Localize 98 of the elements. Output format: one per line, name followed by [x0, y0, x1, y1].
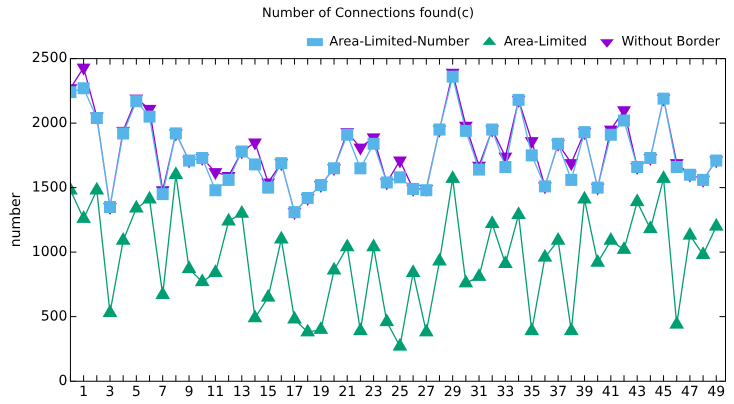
point — [116, 232, 131, 245]
point — [248, 158, 261, 170]
point — [432, 252, 447, 266]
chart-title: Number of Connections found(c) — [262, 6, 474, 22]
point — [643, 220, 658, 234]
y-tick-label: 2000 — [32, 114, 68, 131]
point — [618, 114, 630, 127]
point — [696, 246, 710, 259]
point — [682, 226, 698, 240]
point — [577, 190, 592, 204]
y-tick-label: 2500 — [32, 50, 68, 66]
point — [616, 241, 632, 254]
point — [590, 254, 606, 267]
y-tick-label: 500 — [40, 308, 68, 324]
point — [603, 232, 618, 245]
x-tick-label: 23 — [364, 384, 382, 400]
point — [631, 160, 644, 174]
point — [287, 310, 302, 324]
point — [76, 210, 91, 223]
point — [538, 248, 552, 262]
x-tick-label: 49 — [707, 384, 726, 400]
point — [406, 264, 420, 278]
point — [524, 322, 540, 336]
x-tick-label: 29 — [444, 384, 462, 400]
point — [300, 324, 316, 336]
x-tick-label: 43 — [628, 384, 646, 400]
point — [78, 82, 90, 94]
point — [354, 162, 366, 174]
legend-label: Area-Limited — [504, 34, 587, 50]
point — [472, 268, 486, 281]
point — [550, 232, 566, 245]
point — [511, 206, 526, 219]
x-tick-label: 41 — [602, 384, 620, 400]
x-tick-label: 11 — [206, 384, 224, 400]
x-tick-label: 37 — [549, 384, 568, 400]
y-tick-label: 0 — [58, 372, 68, 389]
x-tick-label: 33 — [496, 384, 514, 400]
point — [630, 193, 645, 206]
point — [314, 321, 328, 334]
point — [484, 215, 500, 228]
point — [234, 204, 250, 218]
point — [353, 322, 368, 336]
point — [144, 110, 156, 123]
point — [194, 273, 210, 286]
y-tick-label: 1500 — [32, 179, 68, 196]
point — [392, 338, 408, 351]
point — [128, 200, 144, 213]
point — [262, 182, 274, 194]
point — [142, 190, 157, 204]
point — [498, 255, 513, 268]
point — [604, 128, 617, 141]
x-tick-label: 35 — [522, 384, 541, 400]
point — [564, 322, 579, 336]
x-tick-label: 45 — [654, 384, 672, 400]
x-tick-label: 27 — [417, 384, 436, 400]
point — [460, 124, 472, 137]
x-tick-label: 19 — [312, 384, 330, 400]
point — [182, 260, 196, 274]
point — [76, 64, 91, 76]
x-tick-label: 13 — [232, 384, 251, 400]
point — [248, 309, 262, 322]
x-tick-label: 1 — [79, 384, 88, 400]
x-tick-label: 7 — [158, 384, 168, 400]
legend-label: Area-Limited-Number — [329, 34, 470, 50]
point — [260, 288, 276, 302]
x-tick-label: 25 — [391, 384, 409, 400]
legend-label: Without Border — [621, 34, 721, 50]
point — [104, 200, 116, 214]
point — [274, 230, 289, 244]
point — [221, 212, 236, 226]
x-tick-label: 17 — [286, 384, 304, 400]
y-tick-label: 1000 — [32, 244, 68, 260]
point — [340, 238, 355, 252]
x-tick-label: 5 — [132, 384, 141, 400]
x-tick-label: 15 — [259, 384, 278, 400]
point — [708, 218, 724, 231]
point — [208, 264, 223, 278]
point — [526, 149, 538, 162]
point — [326, 262, 342, 274]
point — [394, 171, 406, 184]
point — [379, 313, 394, 326]
point — [368, 138, 380, 150]
x-tick-label: 47 — [681, 384, 699, 400]
x-tick-label: 31 — [470, 384, 488, 400]
point — [155, 286, 170, 299]
x-tick-label: 3 — [106, 384, 114, 400]
point — [458, 274, 474, 288]
point — [499, 160, 512, 174]
point — [209, 184, 222, 196]
point — [418, 324, 434, 336]
x-tick-label: 9 — [184, 384, 194, 400]
x-tick-label: 21 — [338, 384, 356, 400]
point — [102, 304, 118, 318]
y-axis-title: number — [8, 192, 24, 248]
point — [669, 316, 684, 329]
point — [565, 174, 578, 186]
x-tick-label: 39 — [576, 384, 594, 400]
point — [366, 238, 381, 252]
